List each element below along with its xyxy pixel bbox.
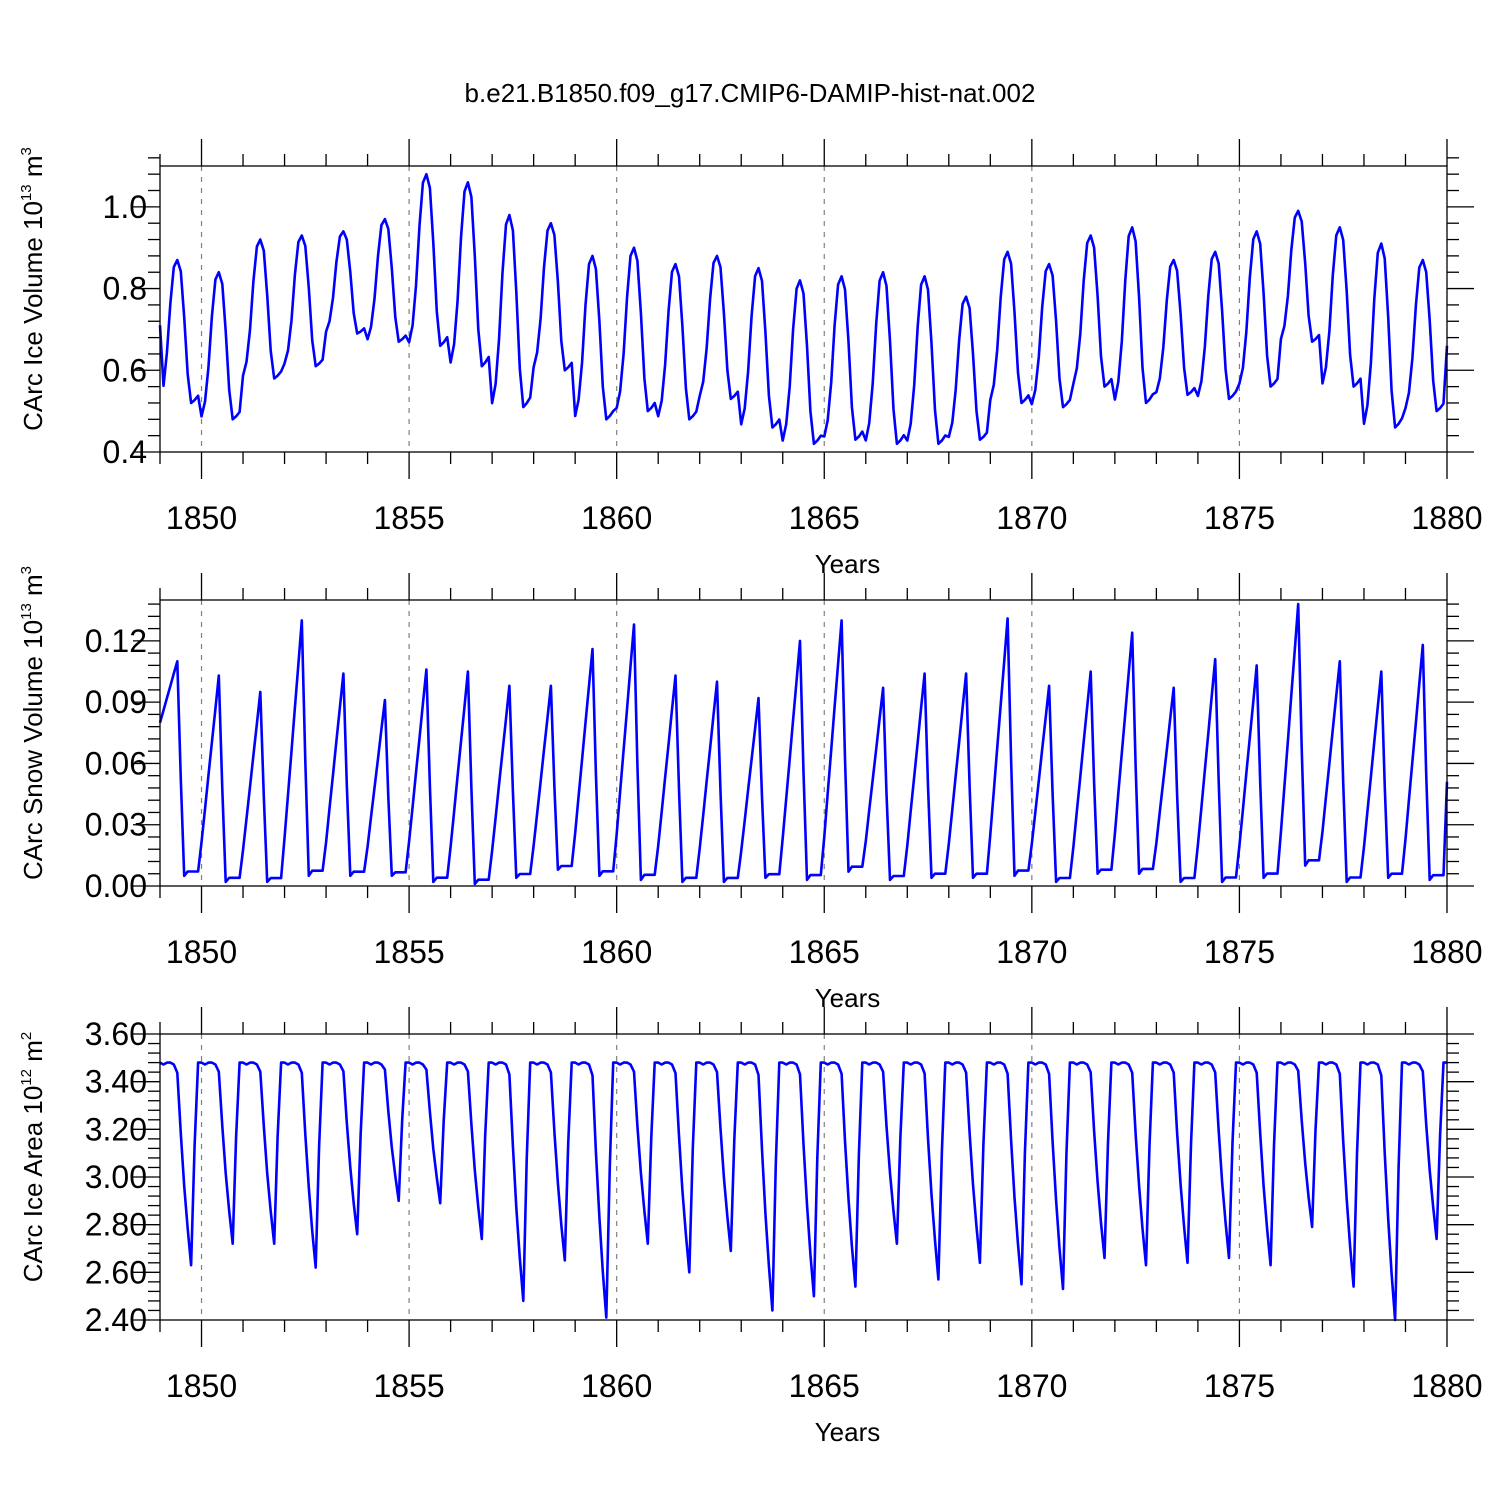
y-tick-label: 0.06 <box>85 745 147 781</box>
y-axis-label: CArc Snow Volume 1013 m3 <box>18 566 48 880</box>
x-axis-label: Years <box>815 1417 881 1447</box>
y-tick-label: 2.40 <box>85 1302 147 1338</box>
plot-frame <box>159 165 1448 453</box>
panel-3: 1850 1855 1860 1865 1870 1875 1880 2.40 2.60 2.80… <box>18 1007 1483 1447</box>
x-tick-label: 1875 <box>1204 500 1275 536</box>
y-tick-label: 0.6 <box>103 352 147 388</box>
series-line <box>158 172 1449 446</box>
x-tick-label: 1865 <box>789 1368 860 1404</box>
y-tick-label: 3.40 <box>85 1064 147 1100</box>
y-axis-label: CArc Ice Volume 1013 m3 <box>18 147 48 431</box>
x-tick-label: 1855 <box>374 500 445 536</box>
y-tick-label: 3.00 <box>85 1159 147 1195</box>
x-tick-label: 1870 <box>996 500 1067 536</box>
figure-title: b.e21.B1850.f09_g17.CMIP6-DAMIP-hist-nat… <box>465 78 1036 108</box>
x-tick-label: 1865 <box>789 934 860 970</box>
x-tick-label: 1875 <box>1204 934 1275 970</box>
x-tick-label: 1850 <box>166 934 237 970</box>
x-tick-label: 1870 <box>996 1368 1067 1404</box>
y-tick-label: 0.4 <box>103 434 147 470</box>
y-tick-label: 3.20 <box>85 1111 147 1147</box>
y-tick-label: 0.03 <box>85 807 147 843</box>
x-tick-label: 1850 <box>166 500 237 536</box>
y-tick-label: 2.60 <box>85 1254 147 1290</box>
x-tick-label: 1860 <box>581 934 652 970</box>
x-tick-label: 1880 <box>1411 934 1482 970</box>
x-tick-label: 1870 <box>996 934 1067 970</box>
plot-frame <box>159 599 1448 887</box>
y-tick-label: 1.0 <box>103 189 147 225</box>
x-tick-label: 1880 <box>1411 1368 1482 1404</box>
panel-2: 1850 1855 1860 1865 1870 1875 1880 0.00 0.03 0.06… <box>18 566 1483 1013</box>
x-tick-label: 1860 <box>581 1368 652 1404</box>
y-tick-label: 3.60 <box>85 1016 147 1052</box>
x-tick-label: 1855 <box>374 1368 445 1404</box>
series-line <box>158 602 1449 886</box>
y-axis-label: CArc Ice Area 1012 m2 <box>18 1032 48 1282</box>
y-tick-label: 0.12 <box>85 623 147 659</box>
panel-1: 1850 1855 1860 1865 1870 1875 1880 0.4 0.6 0.8 1.0… <box>18 139 1483 579</box>
y-tick-label: 0.09 <box>85 684 147 720</box>
x-tick-label: 1860 <box>581 500 652 536</box>
x-axis-label: Years <box>815 549 881 579</box>
x-tick-label: 1880 <box>1411 500 1482 536</box>
y-tick-label: 0.8 <box>103 271 147 307</box>
x-tick-label: 1875 <box>1204 1368 1275 1404</box>
y-tick-label: 0.00 <box>85 868 147 904</box>
plot-frame <box>159 1033 1448 1321</box>
x-tick-label: 1855 <box>374 934 445 970</box>
y-tick-label: 2.80 <box>85 1207 147 1243</box>
x-tick-label: 1865 <box>789 500 860 536</box>
x-axis-label: Years <box>815 983 881 1013</box>
series-line <box>159 1061 1447 1322</box>
x-tick-label: 1850 <box>166 1368 237 1404</box>
